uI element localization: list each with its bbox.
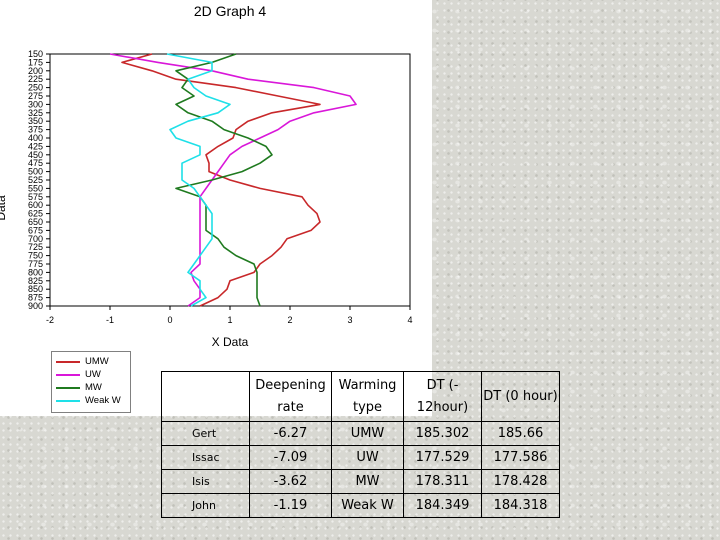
legend-swatch bbox=[56, 386, 80, 389]
y-tick-label: 725 bbox=[28, 242, 43, 252]
y-tick-label: 825 bbox=[28, 276, 43, 286]
y-tick-label: 275 bbox=[28, 91, 43, 101]
y-tick-label: 750 bbox=[28, 251, 43, 261]
y-tick-label: 575 bbox=[28, 192, 43, 202]
y-tick-label: 625 bbox=[28, 209, 43, 219]
y-tick-label: 600 bbox=[28, 200, 43, 210]
table-header-cell bbox=[161, 371, 250, 422]
x-tick-label: 1 bbox=[227, 315, 232, 325]
y-tick-label: 150 bbox=[28, 49, 43, 59]
legend-entry: MW bbox=[56, 381, 126, 394]
table-cell: 185.302 bbox=[403, 421, 482, 446]
y-tick-label: 875 bbox=[28, 293, 43, 303]
y-axis-label: Data bbox=[0, 195, 8, 221]
plot-panel: 2D Graph 4 150 175 200 225 250 275 300 325 350 375… bbox=[0, 0, 432, 416]
y-tick-label: 250 bbox=[28, 83, 43, 93]
table-cell: -7.09 bbox=[249, 445, 332, 470]
table-cell: 177.529 bbox=[403, 445, 482, 470]
legend-swatch bbox=[56, 373, 80, 376]
y-tick-label: 225 bbox=[28, 74, 43, 84]
table-cell: -3.62 bbox=[249, 469, 332, 494]
y-tick-label: 650 bbox=[28, 217, 43, 227]
table-cell: 184.349 bbox=[403, 493, 482, 518]
legend-label: Weak W bbox=[85, 395, 121, 406]
series-line-mw bbox=[175, 53, 273, 307]
table-cell: 178.428 bbox=[481, 469, 560, 494]
x-tick-label: 3 bbox=[347, 315, 352, 325]
table-cell: 185.66 bbox=[481, 421, 560, 446]
table-header-cell: Warming type bbox=[331, 371, 404, 422]
y-tick-label: 525 bbox=[28, 175, 43, 185]
table-row: Isis -3.62 MW 178.311 178.428 bbox=[161, 469, 560, 494]
table-row: Gert -6.27 UMW 185.302 185.66 bbox=[161, 421, 560, 446]
data-table: Deepening rate Warming type DT (- 12hour) DT (… bbox=[161, 371, 560, 518]
y-tick-label: 775 bbox=[28, 259, 43, 269]
table-row: Issac -7.09 UW 177.529 177.586 bbox=[161, 445, 560, 470]
y-tick-label: 300 bbox=[28, 99, 43, 109]
table-cell: 184.318 bbox=[481, 493, 560, 518]
y-tick-label: 325 bbox=[28, 108, 43, 118]
x-axis-label: X Data bbox=[212, 335, 249, 349]
series-line-uw bbox=[109, 53, 357, 307]
table-cell: -1.19 bbox=[249, 493, 332, 518]
chart-title: 2D Graph 4 bbox=[194, 3, 267, 19]
row-name-cell: Isis bbox=[161, 469, 250, 494]
table-header-cell: Deepening rate bbox=[249, 371, 332, 422]
y-tick-label: 175 bbox=[28, 57, 43, 67]
series-line-weak-w bbox=[166, 53, 231, 307]
legend-entry: UW bbox=[56, 368, 126, 381]
y-tick-label: 850 bbox=[28, 284, 43, 294]
y-tick-label: 375 bbox=[28, 125, 43, 135]
y-tick-label: 400 bbox=[28, 133, 43, 143]
row-name-cell: John bbox=[161, 493, 250, 518]
row-name-cell: Gert bbox=[161, 421, 250, 446]
y-tick-label: 425 bbox=[28, 141, 43, 151]
legend-label: MW bbox=[85, 382, 102, 393]
y-tick-label: 200 bbox=[28, 66, 43, 76]
legend-entry: UMW bbox=[56, 355, 126, 368]
table-cell: 178.311 bbox=[403, 469, 482, 494]
y-tick-label: 475 bbox=[28, 158, 43, 168]
x-tick-label: -1 bbox=[106, 315, 114, 325]
table-body: Gert -6.27 UMW 185.302 185.66 Issac -7.09 UW 177… bbox=[161, 421, 560, 518]
table-cell: 177.586 bbox=[481, 445, 560, 470]
y-tick-label: 350 bbox=[28, 116, 43, 126]
line-chart: 2D Graph 4150175200225250275300325350375… bbox=[0, 3, 413, 349]
table-header-cell: DT (0 hour) bbox=[481, 371, 560, 422]
table-cell: -6.27 bbox=[249, 421, 332, 446]
legend-label: UW bbox=[85, 369, 101, 380]
x-tick-label: 4 bbox=[407, 315, 412, 325]
legend-swatch bbox=[56, 399, 80, 402]
table-cell: UMW bbox=[331, 421, 404, 446]
x-tick-label: 2 bbox=[287, 315, 292, 325]
y-tick-label: 700 bbox=[28, 234, 43, 244]
row-name-cell: Issac bbox=[161, 445, 250, 470]
y-tick-label: 675 bbox=[28, 225, 43, 235]
legend-label: UMW bbox=[85, 356, 109, 367]
series-line-umw bbox=[121, 53, 321, 307]
table-header-cell: DT (- 12hour) bbox=[403, 371, 482, 422]
x-tick-label: -2 bbox=[46, 315, 54, 325]
table-header-row: Deepening rate Warming type DT (- 12hour) DT (… bbox=[161, 371, 560, 422]
y-tick-label: 500 bbox=[28, 167, 43, 177]
legend-swatch bbox=[56, 360, 80, 363]
y-tick-label: 450 bbox=[28, 150, 43, 160]
legend-entry: Weak W bbox=[56, 394, 126, 407]
x-tick-label: 0 bbox=[167, 315, 172, 325]
table-cell: MW bbox=[331, 469, 404, 494]
legend: UMW UW MW Weak W bbox=[51, 351, 131, 413]
table-cell: UW bbox=[331, 445, 404, 470]
table-cell: Weak W bbox=[331, 493, 404, 518]
y-tick-label: 550 bbox=[28, 183, 43, 193]
y-tick-label: 800 bbox=[28, 267, 43, 277]
table-row: John -1.19 Weak W 184.349 184.318 bbox=[161, 493, 560, 518]
y-tick-label: 900 bbox=[28, 301, 43, 311]
